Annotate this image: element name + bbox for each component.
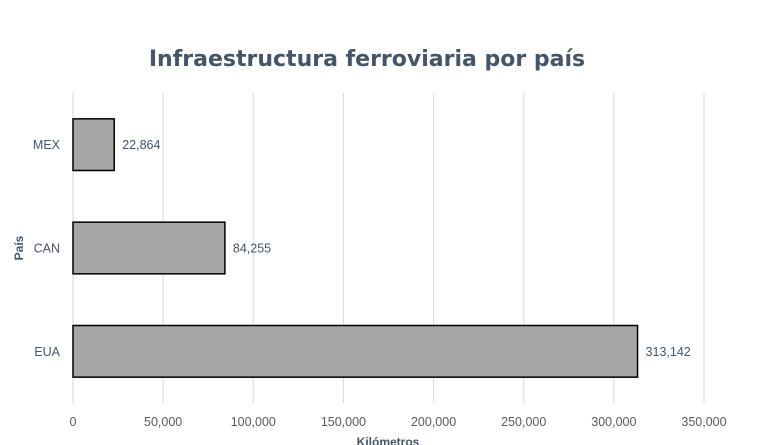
- x-tick-label: 300,000: [591, 415, 636, 429]
- gridlines: [72, 93, 705, 403]
- data-label: 84,255: [233, 242, 271, 256]
- bar-mex: [72, 118, 115, 172]
- x-tick-label: 350,000: [681, 415, 726, 429]
- x-tick-label: 150,000: [321, 415, 366, 429]
- category-labels: MEX CAN EUA: [33, 138, 61, 359]
- data-label: 313,142: [646, 345, 691, 359]
- x-tick-label: 250,000: [501, 415, 546, 429]
- x-tick-labels: 0 50,000 100,000 150,000 200,000 250,000 300,0…: [70, 415, 727, 429]
- category-label: MEX: [33, 138, 61, 152]
- category-label: EUA: [34, 345, 60, 359]
- bars: [72, 118, 639, 378]
- data-label: 22,864: [122, 138, 160, 152]
- y-axis-title: País: [12, 235, 26, 260]
- x-tick-label: 0: [70, 415, 77, 429]
- category-label: CAN: [34, 242, 60, 256]
- x-tick-label: 50,000: [144, 415, 182, 429]
- x-tick-label: 200,000: [411, 415, 456, 429]
- x-tick-label: 100,000: [231, 415, 276, 429]
- chart-title: Infraestructura ferroviaria por país: [149, 47, 585, 72]
- data-labels: 22,864 84,255 313,142: [122, 138, 691, 359]
- x-axis-title: Kilómetros: [357, 435, 420, 445]
- bar-eua: [72, 324, 639, 378]
- bar-can: [72, 221, 226, 275]
